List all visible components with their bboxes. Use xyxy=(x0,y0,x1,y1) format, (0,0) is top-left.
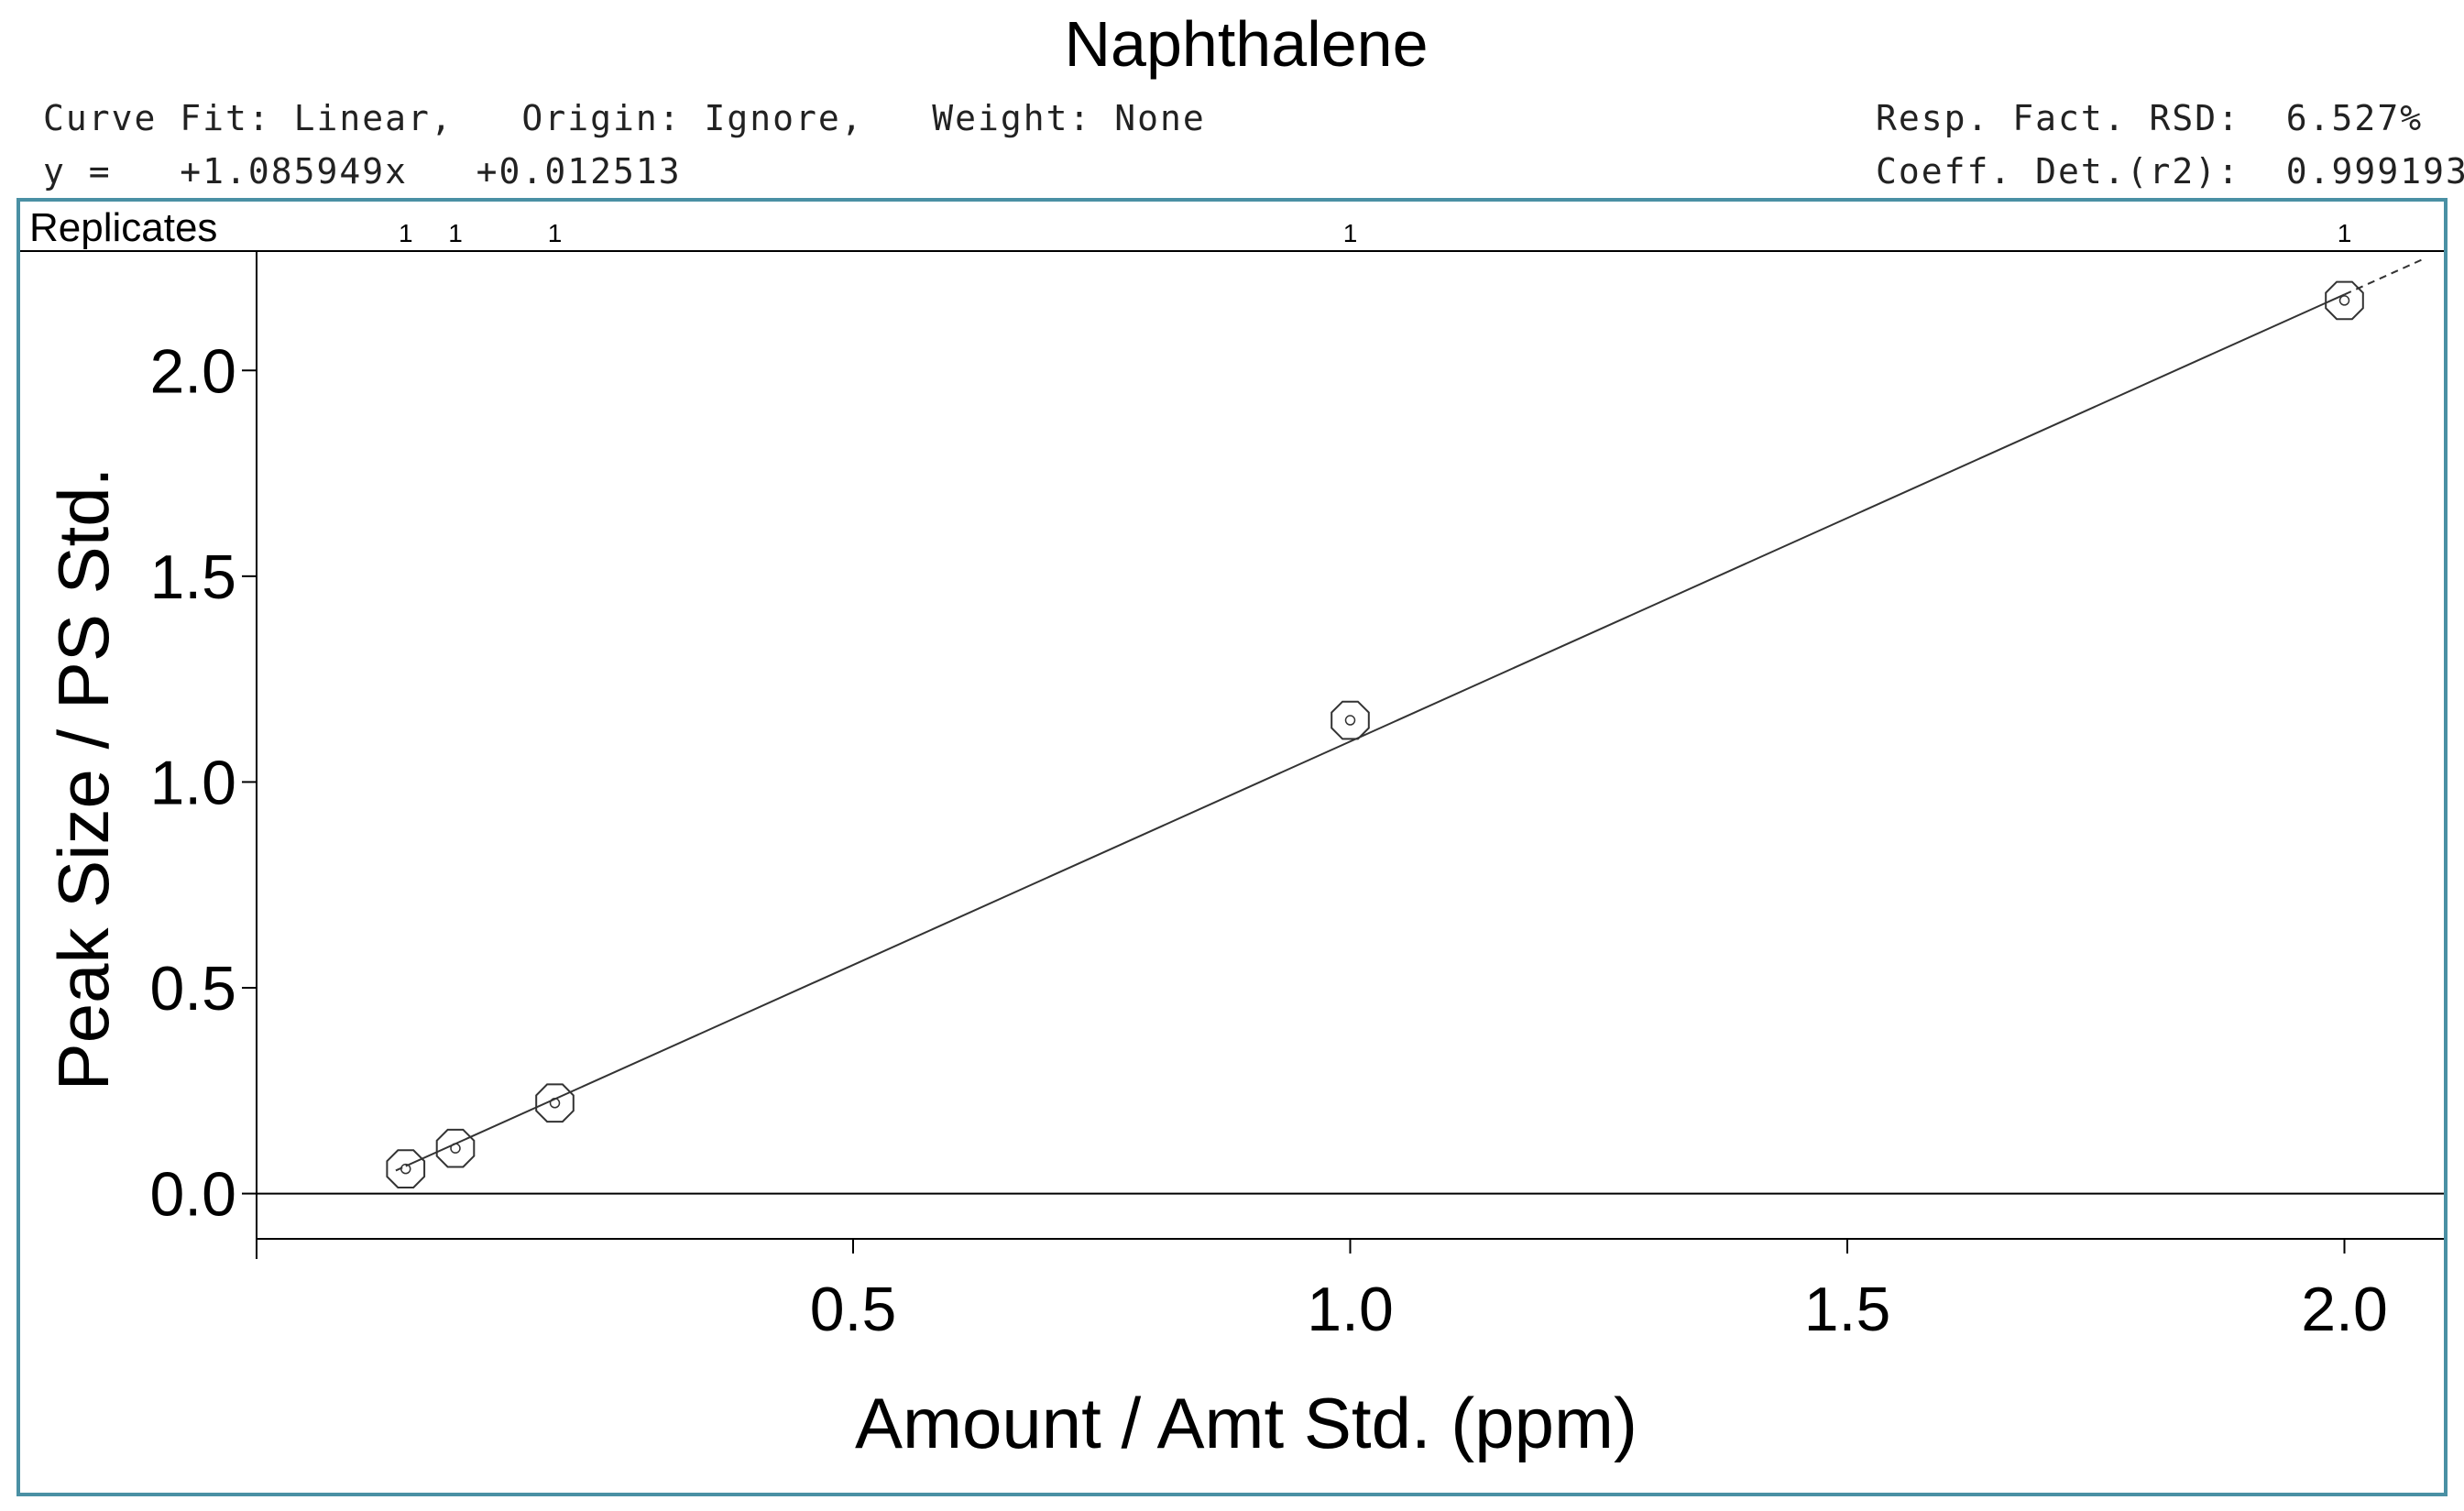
curve-fit-info: Curve Fit: Linear, Origin: Ignore, Weigh… xyxy=(43,98,1206,138)
resp-fact-rsd: Resp. Fact. RSD: 6.527% xyxy=(1876,98,2423,138)
y-tick-label: 2.0 xyxy=(149,336,236,406)
y-tick-label: 1.5 xyxy=(149,542,236,612)
plot-area: 0.0 0.5 1.0 1.5 2.0 0.5 1.0 1.5 2.0 1 1 1 1 1 xyxy=(149,219,2444,1344)
data-point-center xyxy=(2338,295,2350,306)
x-axis-label: Amount / Amt Std. (ppm) xyxy=(855,1383,1637,1463)
y-tick-label: 1.0 xyxy=(149,748,236,817)
data-point-marker xyxy=(535,1083,575,1123)
fit-equation: y = +1.085949x +0.012513 xyxy=(43,151,682,192)
data-point-marker xyxy=(435,1128,476,1168)
data-point-center xyxy=(549,1098,561,1109)
replicate-count: 1 xyxy=(548,219,563,247)
outer-frame xyxy=(16,198,2448,1496)
x-tick-label: 1.5 xyxy=(1804,1275,1891,1344)
chart-title: Naphthalene xyxy=(1065,8,1429,80)
y-tick-label: 0.5 xyxy=(149,954,236,1024)
y-axis-label: Peak Size / PS Std. xyxy=(43,467,124,1091)
data-point-marker xyxy=(386,1149,426,1188)
data-point-center xyxy=(450,1143,461,1154)
replicate-count: 1 xyxy=(399,219,413,247)
coeff-det-r2: Coeff. Det.(r2): 0.999193 xyxy=(1876,151,2464,192)
data-point-marker xyxy=(2325,280,2364,321)
x-tick-label: 2.0 xyxy=(2301,1275,2388,1344)
data-point-center xyxy=(400,1163,411,1175)
replicate-count: 1 xyxy=(2338,219,2352,247)
replicate-count: 1 xyxy=(1343,219,1358,247)
fit-line-extension-high xyxy=(2344,257,2425,296)
replicate-count: 1 xyxy=(448,219,463,247)
x-tick-label: 0.5 xyxy=(810,1275,897,1344)
fit-line xyxy=(405,293,2345,1167)
replicates-label: Replicates xyxy=(29,205,217,250)
x-tick-label: 1.0 xyxy=(1307,1275,1394,1344)
data-point-marker xyxy=(1331,700,1370,740)
data-point-center xyxy=(1344,715,1356,726)
y-tick-label: 0.0 xyxy=(149,1160,236,1230)
